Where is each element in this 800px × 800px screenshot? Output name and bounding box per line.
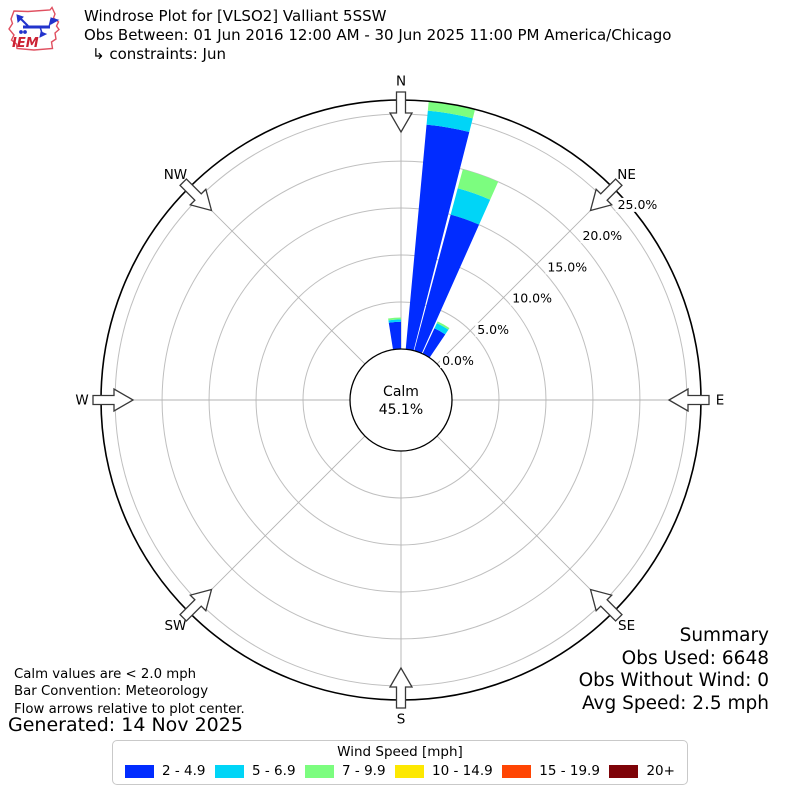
windrose-bar-segment	[388, 319, 401, 323]
direction-label-e: E	[716, 393, 725, 409]
tick-label-bg	[615, 197, 660, 212]
legend-entry-label: 10 - 14.9	[432, 763, 493, 779]
legend-entry: 15 - 19.9	[502, 763, 600, 779]
direction-label-sw: SW	[164, 618, 186, 634]
flow-arrow-s	[388, 666, 414, 709]
windrose-bar-segment	[426, 110, 473, 133]
grid-spoke	[188, 435, 366, 613]
legend-swatch	[305, 764, 335, 778]
tick-label-bg	[580, 229, 624, 244]
flow-arrow-n	[388, 91, 414, 134]
legend-entry-label: 15 - 19.9	[539, 763, 600, 779]
legend-swatch	[215, 764, 245, 778]
generated-label: Generated: 14 Nov 2025	[8, 714, 243, 736]
calm-label: Calm	[383, 384, 419, 400]
flow-arrow-ne	[589, 178, 623, 212]
flow-arrow-nw	[179, 178, 213, 212]
legend-entry: 20+	[609, 763, 675, 779]
legend-title: Wind Speed [mph]	[337, 744, 463, 760]
legend-entry-label: 20+	[646, 763, 675, 779]
calm-circle	[349, 348, 453, 452]
plot-header: Windrose Plot for [VLSO2] Valliant 5SSW …	[84, 7, 671, 64]
plot-title: Windrose Plot for [VLSO2] Valliant 5SSW	[84, 7, 387, 25]
wind-speed-legend: Wind Speed [mph] 2 - 4.9 5 - 6.9 7 - 9.9 10…	[112, 740, 688, 785]
radial-tick-label: 20.0%	[582, 228, 622, 243]
direction-label-w: W	[75, 393, 88, 409]
windrose-bar-segment	[457, 169, 499, 200]
weather-vane-icon	[16, 14, 60, 38]
grid-spoke	[436, 435, 614, 613]
flow-arrow-e	[667, 387, 710, 413]
legend-entry: 7 - 9.9	[305, 763, 386, 779]
legend-swatch	[125, 764, 154, 778]
calm-value: 45.1%	[379, 402, 423, 418]
tick-label-bg	[545, 260, 589, 275]
direction-label-nw: NW	[164, 167, 187, 183]
radial-tick-label: 25.0%	[618, 197, 658, 212]
plot-subtitle: Obs Between: 01 Jun 2016 12:00 AM - 30 J…	[84, 26, 672, 44]
windrose-bar-segment	[422, 328, 446, 358]
windrose-bar-segment	[436, 321, 450, 330]
direction-label-n: N	[396, 74, 406, 90]
radial-tick-label: 15.0%	[547, 259, 587, 274]
flow-arrow-w	[92, 387, 135, 413]
legend-entry-label: 2 - 4.9	[162, 763, 206, 779]
summary-obs-used: Obs Used: 6648	[621, 647, 769, 669]
iem-logo-text: IEM	[12, 36, 39, 51]
windrose-bar-segment	[427, 101, 476, 119]
legend-swatch	[609, 764, 639, 778]
note-calm: Calm values are < 2.0 mph	[14, 667, 197, 682]
legend-entry-label: 5 - 6.9	[252, 763, 296, 779]
windrose-bar-segment	[405, 124, 470, 351]
windrose-bar-segment	[388, 321, 401, 350]
legend-swatch	[395, 764, 425, 778]
direction-label-s: S	[397, 712, 406, 728]
radial-tick-label: 10.0%	[512, 291, 552, 306]
iem-logo-icon: IEM	[8, 6, 60, 51]
flow-arrow-se	[589, 588, 623, 622]
tick-label-bg	[440, 354, 476, 369]
grid-spoke	[436, 187, 614, 365]
legend-swatch	[502, 764, 532, 778]
note-convention: Bar Convention: Meteorology	[14, 684, 209, 700]
legend-entry-label: 7 - 9.9	[342, 763, 386, 779]
windrose-bar-segment	[434, 323, 449, 335]
radial-tick-label: 0.0%	[442, 353, 474, 368]
summary-title: Summary	[679, 625, 769, 646]
summary-obs-without-wind: Obs Without Wind: 0	[578, 670, 769, 691]
summary-block: Summary Obs Used: 6648 Obs Without Wind:…	[579, 625, 769, 715]
windrose-bar-segment	[388, 317, 401, 321]
legend-entries: 2 - 4.9 5 - 6.9 7 - 9.9 10 - 14.9 15 - 19.9 2…	[113, 760, 687, 779]
tick-label-bg	[475, 322, 511, 337]
direction-label-ne: NE	[617, 167, 636, 183]
windrose-bar-segment	[450, 188, 491, 225]
legend-entry: 2 - 4.9	[125, 763, 206, 779]
summary-avg-speed: Avg Speed: 2.5 mph	[581, 692, 769, 714]
plot-constraints: ↳ constraints: Jun	[92, 45, 226, 63]
flow-arrow-sw	[179, 588, 213, 622]
legend-entry: 5 - 6.9	[215, 763, 296, 779]
plot-notes: Calm values are < 2.0 mph Bar Convention…	[14, 666, 245, 718]
direction-label-se: SE	[618, 618, 635, 634]
legend-entry: 10 - 14.9	[395, 763, 493, 779]
radial-tick-label: 5.0%	[477, 322, 509, 337]
note-arrows: Flow arrows relative to plot center.	[14, 701, 245, 717]
windrose-bar-segment	[414, 214, 480, 354]
tick-label-bg	[510, 291, 554, 306]
grid-spoke	[188, 187, 366, 365]
